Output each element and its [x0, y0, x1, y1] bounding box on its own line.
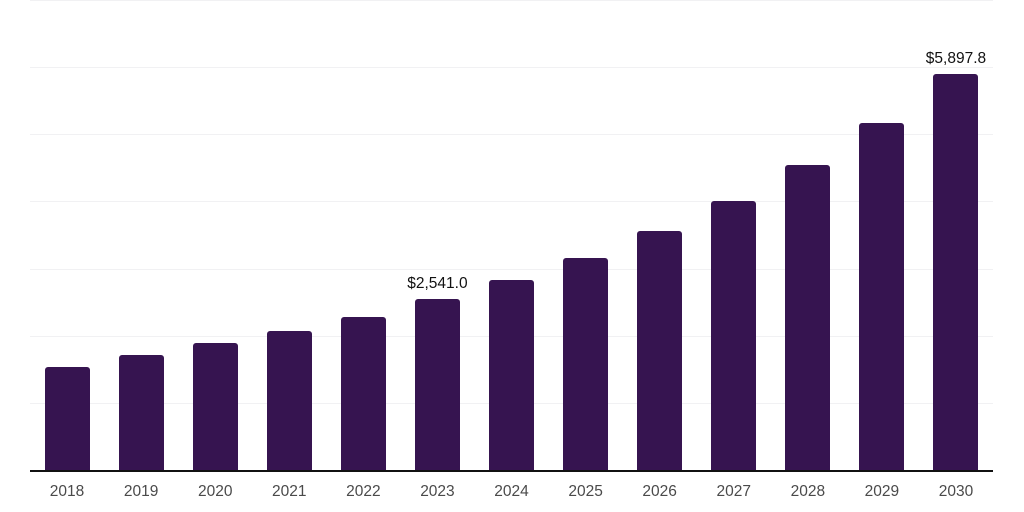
- bar-2027: [711, 201, 757, 470]
- gridline: [30, 67, 993, 69]
- bar-value-label-2023: $2,541.0: [407, 275, 468, 293]
- bar-2023: [414, 299, 460, 470]
- plot-area: $2,541.0 $5,897.8: [30, 0, 993, 472]
- x-tick-label-2020: 2020: [197, 483, 233, 500]
- x-tick-label-2019: 2019: [123, 483, 159, 500]
- gridline: [30, 134, 993, 136]
- x-tick-label-2018: 2018: [49, 483, 85, 500]
- x-tick-label-2022: 2022: [346, 483, 381, 500]
- x-tick-label-2025: 2025: [568, 483, 603, 500]
- x-tick-label-2021: 2021: [272, 483, 307, 500]
- bar-2028: [785, 165, 831, 470]
- bar-value-label-2030: $5,897.8: [925, 50, 987, 67]
- x-axis-labels: 2018 2019 2020 2021 2022 2023 2024 2025 2026 2027…: [30, 483, 993, 503]
- x-tick-label-2029: 2029: [864, 483, 900, 500]
- bar-2021: [266, 331, 312, 470]
- x-tick-label-2028: 2028: [790, 483, 826, 500]
- bar-2025: [563, 257, 609, 470]
- bar-2018: [44, 367, 90, 470]
- bar-2029: [859, 122, 905, 470]
- x-tick-label-2030: 2030: [938, 483, 974, 500]
- x-tick-label-2024: 2024: [494, 483, 529, 500]
- gridline: [30, 268, 993, 270]
- x-tick-label-2023: 2023: [420, 483, 455, 500]
- bar-2019: [118, 355, 164, 470]
- x-tick-label-2027: 2027: [716, 483, 751, 500]
- gridline: [30, 201, 993, 203]
- gridline: [30, 0, 993, 1]
- bar-2020: [192, 343, 238, 470]
- bar-2026: [637, 230, 683, 470]
- bar-2024: [489, 280, 534, 470]
- x-tick-label-2026: 2026: [642, 483, 677, 500]
- bar-2022: [340, 316, 386, 470]
- bar-2030: [933, 74, 979, 470]
